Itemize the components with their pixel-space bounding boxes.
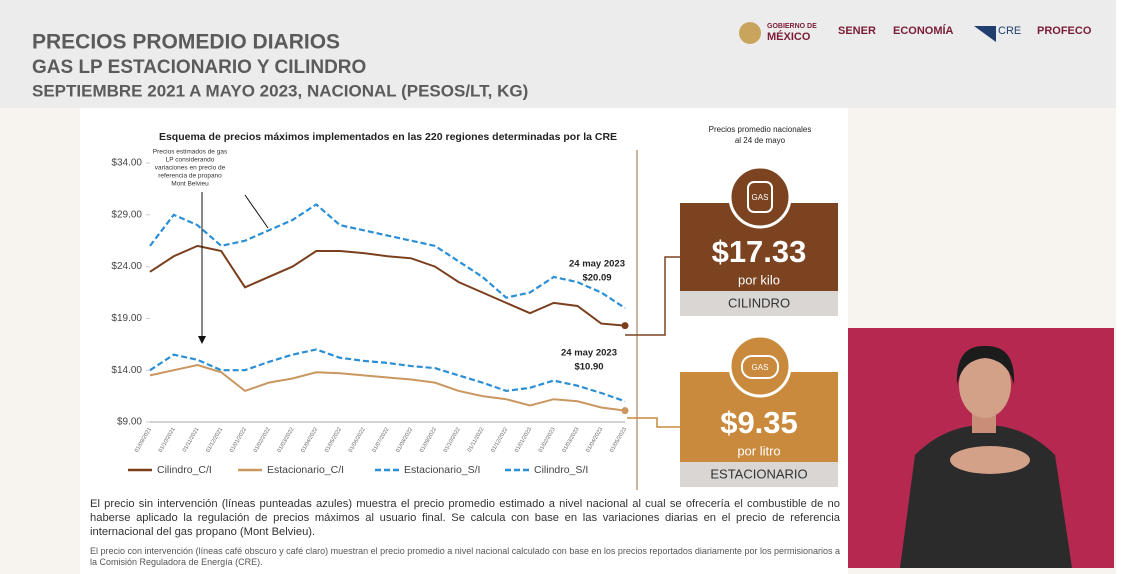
legend-label: Estacionario_C/I — [267, 464, 344, 476]
annotation: 24 may 2023 — [561, 348, 617, 359]
card-unit: por litro — [737, 443, 780, 458]
logo: PROFECO — [1037, 25, 1092, 37]
annotation-arrowhead — [198, 336, 206, 344]
connector — [625, 256, 680, 336]
logo: MÉXICO — [767, 30, 811, 43]
annotation: Mont Belvieu — [171, 181, 209, 188]
series-line — [149, 348, 626, 403]
y-tick-label: $24.00 — [111, 261, 142, 272]
annotation: $20.09 — [582, 273, 611, 284]
end-point — [621, 407, 629, 415]
annotation: $10.90 — [574, 362, 603, 373]
end-point — [621, 322, 629, 330]
y-tick-label: $34.00 — [111, 158, 142, 169]
annotation: 24 may 2023 — [569, 259, 625, 270]
cards-heading: Precios promedio nacionales — [709, 125, 812, 134]
period: SEPTIEMBRE 2021 A MAYO 2023, NACIONAL (P… — [32, 81, 528, 100]
chart-title: Esquema de precios máximos implementados… — [159, 131, 617, 143]
logo: GOBIERNO DE — [767, 23, 817, 30]
logo: CRE — [998, 25, 1021, 37]
card-unit: por kilo — [738, 272, 780, 287]
note: El precio sin intervención (líneas punte… — [90, 498, 840, 538]
logo: SENER — [838, 25, 876, 37]
annotation: LP considerando — [166, 157, 215, 164]
legend-label: Cilindro_S/I — [534, 464, 588, 476]
connector — [627, 417, 680, 428]
card-label: CILINDRO — [728, 295, 790, 310]
card: GAS $9.35 por litro ESTACIONARIO — [680, 334, 838, 487]
y-tick-label: $9.00 — [117, 417, 142, 428]
interpreter-video — [848, 328, 1114, 568]
series-line — [149, 203, 626, 309]
y-tick-label: $14.00 — [111, 365, 142, 376]
legend-label: Estacionario_S/I — [404, 464, 480, 476]
y-tick-label: $19.00 — [111, 313, 142, 324]
legend-label: Cilindro_C/I — [157, 464, 212, 476]
card-price: $17.33 — [712, 234, 807, 269]
card-icon: GAS — [752, 363, 769, 372]
title: PRECIOS PROMEDIO DIARIOS — [32, 31, 340, 54]
header-band — [0, 0, 1116, 108]
logo-mark — [974, 26, 996, 42]
subtitle: GAS LP ESTACIONARIO Y CILINDRO — [32, 57, 366, 78]
logo: ECONOMÍA — [893, 24, 954, 37]
note: El precio con intervención (líneas café … — [90, 546, 840, 567]
card-price: $9.35 — [720, 405, 798, 440]
card-icon: GAS — [752, 193, 769, 202]
series-line — [149, 363, 626, 412]
series-line — [149, 244, 626, 327]
cards-heading: al 24 de mayo — [735, 136, 786, 145]
annotation: Precios estimados de gas — [153, 149, 228, 156]
annotation: referencia de propano — [158, 173, 222, 180]
logo-emblem — [739, 22, 761, 44]
card: GAS $17.33 por kilo CILINDRO — [680, 165, 838, 316]
annotation-arrow — [244, 194, 269, 229]
annotation: variaciones en precio de — [155, 165, 226, 172]
y-tick-label: $29.00 — [111, 209, 142, 220]
card-label: ESTACIONARIO — [710, 466, 807, 481]
content-panel — [80, 108, 848, 574]
